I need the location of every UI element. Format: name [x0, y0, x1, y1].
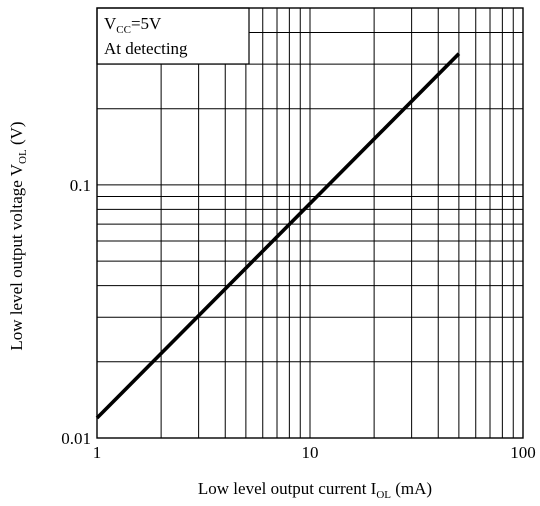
x-tick-label: 100 [510, 443, 536, 462]
y-axis-title-unit: (V) [7, 121, 26, 149]
y-tick-labels: 0.01 0.1 [61, 176, 91, 448]
x-axis-title: Low level output current IOL (mA) [198, 479, 432, 501]
series-line [95, 52, 461, 420]
y-axis-title: Low level output voltage VOL (V) [7, 121, 29, 350]
y-axis-title-sub: OL [17, 149, 29, 164]
grid [97, 8, 523, 438]
x-axis-title-unit: (mA) [391, 479, 432, 498]
x-tick-label: 1 [93, 443, 102, 462]
x-axis-title-sub: OL [376, 489, 391, 501]
series-layer [95, 52, 461, 420]
plot-frame [96, 7, 524, 439]
annotation-sub: CC [116, 24, 131, 36]
y-tick-label: 0.01 [61, 429, 91, 448]
x-tick-labels: 1 10 100 [93, 443, 536, 462]
x-tick-label: 10 [302, 443, 319, 462]
annotation-box [96, 7, 250, 65]
y-tick-label: 0.1 [70, 176, 91, 195]
annotation-line-1: VCC=5V [104, 14, 162, 36]
annotation-v: V [104, 14, 117, 33]
annotation-line-2: At detecting [104, 39, 188, 58]
annotation-rest: =5V [131, 14, 162, 33]
y-axis-title-main: Low level output voltage V [7, 163, 26, 350]
x-axis-title-main: Low level output current I [198, 479, 377, 498]
